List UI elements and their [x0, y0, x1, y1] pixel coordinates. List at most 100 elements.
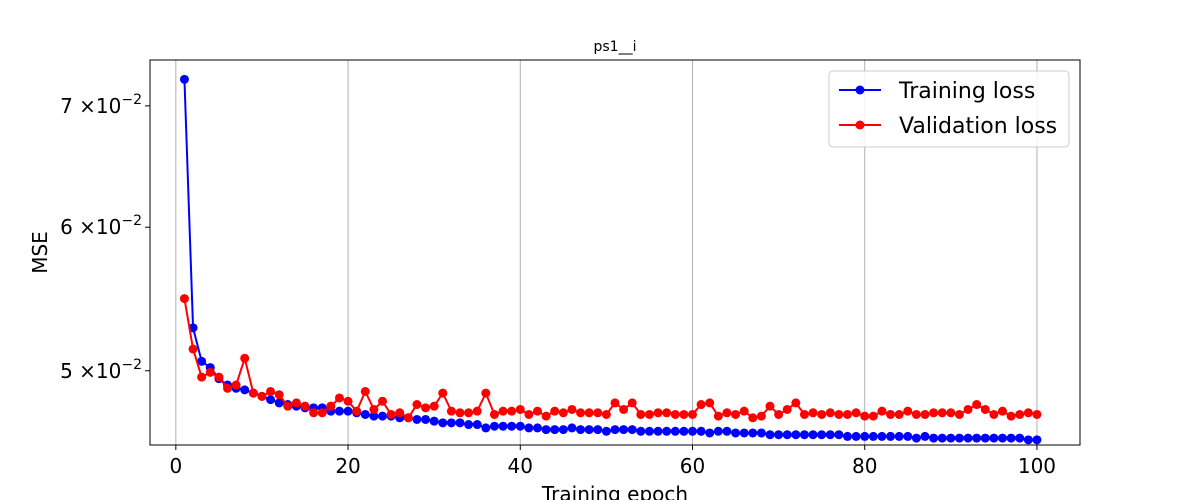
x-tick-label: 20 — [335, 454, 360, 478]
data-point — [541, 411, 551, 421]
data-point — [601, 426, 611, 436]
data-point — [825, 408, 835, 418]
data-point — [825, 430, 835, 440]
data-point — [403, 413, 413, 423]
data-point — [920, 431, 930, 441]
data-point — [946, 408, 956, 418]
legend-swatch-marker — [855, 120, 865, 130]
data-point — [843, 409, 852, 419]
data-point — [722, 426, 732, 436]
data-point — [998, 406, 1007, 416]
data-point — [696, 426, 706, 436]
x-tick-label: 60 — [680, 454, 705, 478]
data-point — [636, 426, 646, 436]
data-point — [464, 408, 474, 418]
data-point — [894, 431, 904, 441]
data-point — [1015, 409, 1025, 419]
data-point — [808, 430, 818, 440]
data-point — [214, 372, 224, 382]
data-point — [782, 430, 792, 440]
data-point — [550, 425, 560, 435]
legend-items: Training loss Validation loss — [839, 79, 1057, 139]
data-point — [1023, 408, 1033, 418]
data-point — [662, 426, 672, 436]
data-point — [283, 401, 293, 411]
data-point — [197, 356, 207, 366]
data-point — [1032, 409, 1042, 419]
data-point — [205, 367, 215, 377]
legend-box — [828, 70, 1070, 148]
x-tick-label: 40 — [508, 454, 533, 478]
data-point — [954, 433, 964, 443]
data-point — [334, 393, 344, 403]
data-point — [627, 425, 637, 435]
data-point — [266, 395, 276, 405]
data-point — [472, 420, 482, 430]
data-point — [619, 404, 629, 414]
data-point — [274, 398, 284, 408]
data-point — [446, 406, 456, 416]
data-point — [524, 423, 534, 433]
data-point — [343, 396, 353, 406]
legend: Training loss Validation loss — [828, 70, 1070, 148]
data-point — [713, 426, 723, 436]
data-point — [989, 409, 999, 419]
data-point — [688, 426, 697, 436]
data-point — [412, 414, 422, 424]
data-point — [834, 430, 844, 440]
data-point — [644, 426, 654, 436]
data-point — [360, 386, 370, 396]
y-axis-title: MSE — [28, 231, 52, 274]
data-point — [1006, 411, 1016, 421]
data-point — [653, 408, 663, 418]
data-point — [334, 406, 344, 416]
data-point — [584, 408, 594, 418]
data-point — [567, 404, 577, 414]
data-point — [980, 404, 990, 414]
data-point — [1032, 435, 1042, 445]
data-point — [576, 408, 586, 418]
data-point — [360, 409, 370, 419]
data-point — [274, 390, 284, 400]
data-point — [868, 431, 878, 441]
data-point — [782, 404, 792, 414]
data-point — [886, 409, 896, 419]
data-point — [550, 406, 560, 416]
data-point — [533, 423, 542, 433]
x-axis-title: Training epoch — [541, 482, 688, 500]
data-point — [679, 426, 689, 436]
data-point — [843, 431, 852, 441]
legend-label: Validation loss — [899, 114, 1057, 139]
plot-frame — [149, 59, 1081, 446]
data-point — [231, 380, 241, 390]
data-point — [860, 411, 870, 421]
data-point — [791, 430, 801, 440]
data-point — [644, 409, 654, 419]
data-point — [515, 404, 525, 414]
data-point — [731, 428, 741, 438]
data-point — [1023, 435, 1033, 445]
data-point — [378, 396, 387, 406]
data-point — [464, 420, 474, 430]
data-point — [903, 406, 913, 416]
data-point — [834, 409, 844, 419]
data-point — [326, 401, 336, 411]
data-point — [524, 409, 534, 419]
data-point — [998, 433, 1007, 443]
data-point — [670, 409, 680, 419]
data-point — [799, 430, 809, 440]
data-point — [851, 431, 861, 441]
data-point — [567, 423, 577, 433]
data-point — [851, 408, 861, 418]
x-axis-ticks: 0 20 40 60 80 100 — [169, 445, 1056, 478]
data-point — [507, 421, 517, 431]
data-point — [722, 408, 732, 418]
data-point — [627, 398, 637, 408]
data-point — [894, 409, 904, 419]
data-point — [980, 433, 990, 443]
series-line — [183, 298, 1038, 420]
data-point — [808, 408, 818, 418]
legend-swatch-marker — [855, 85, 865, 95]
data-point — [705, 398, 715, 408]
